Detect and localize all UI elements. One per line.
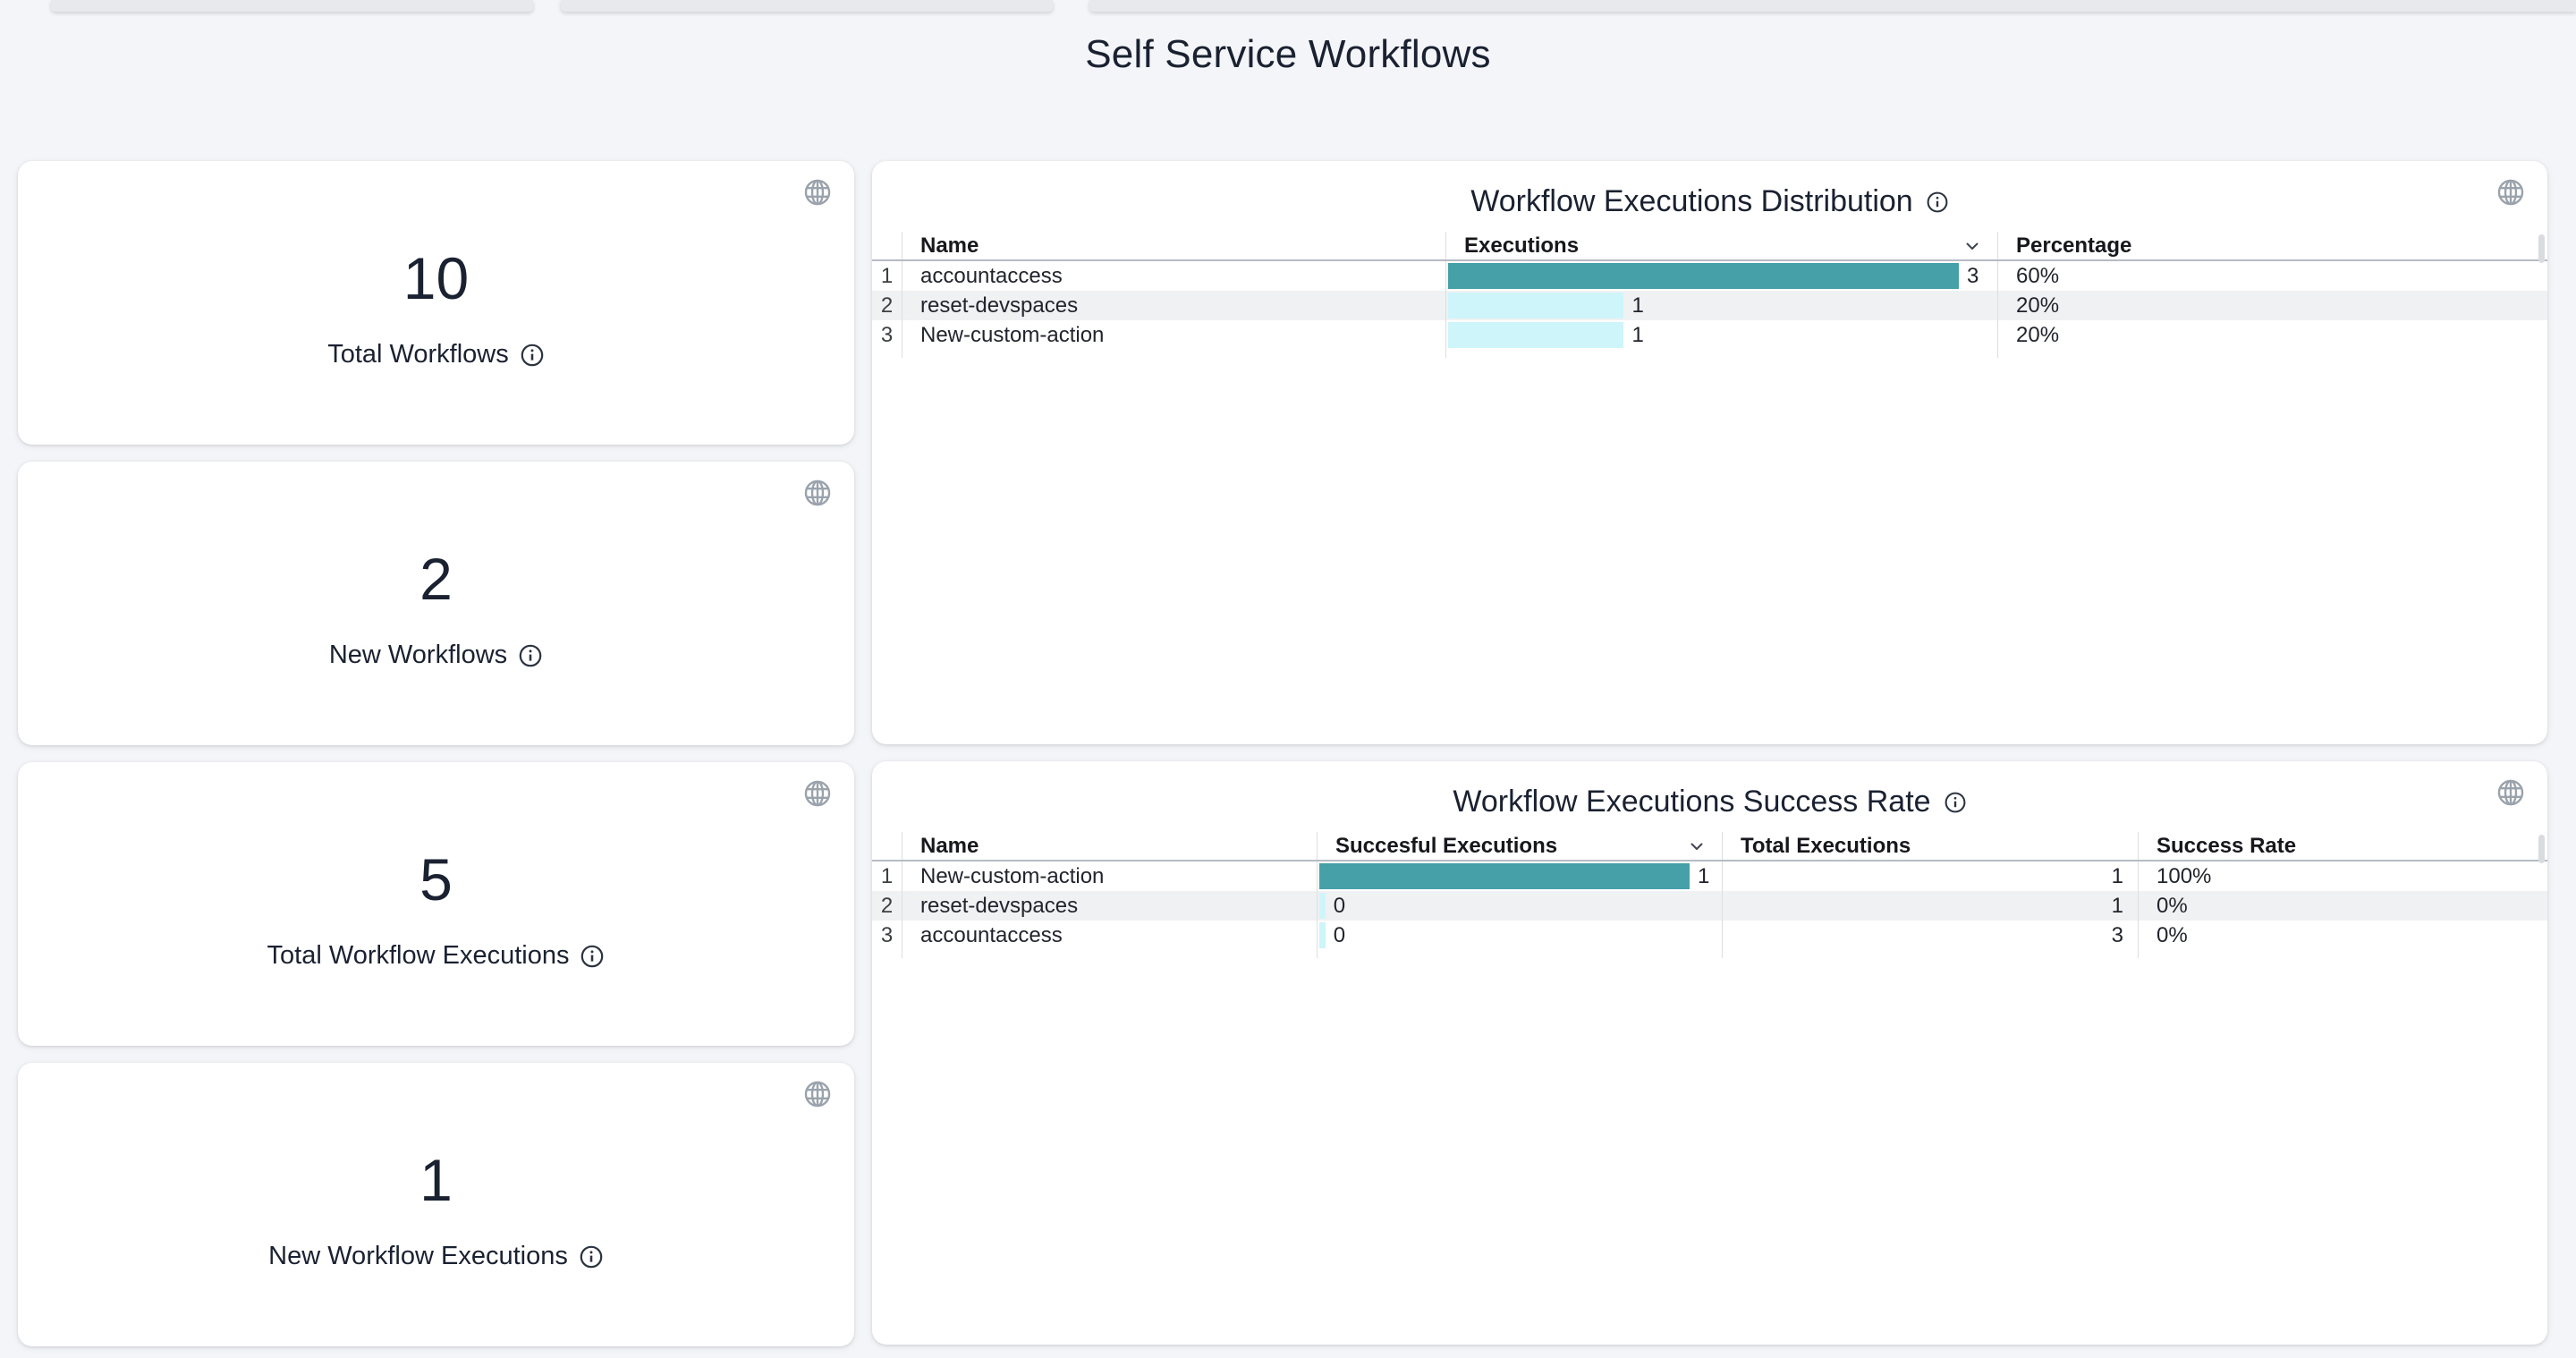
stats-column: 10 Total Workflows 2 New Workflows 5 Tot… (18, 161, 854, 1346)
info-icon[interactable] (518, 643, 543, 668)
workflow-executions-distribution-card: Workflow Executions Distribution Name Ex… (872, 161, 2547, 744)
stat-label: Total Workflows (327, 340, 509, 369)
bar-value: 1 (1698, 863, 1710, 888)
column-header-name[interactable]: Name (902, 232, 1445, 259)
success-rate-cell: 0% (2138, 921, 2547, 950)
stat-value: 1 (419, 1147, 453, 1213)
column-header-name[interactable]: Name (902, 832, 1317, 860)
percentage-cell: 60% (1997, 261, 2547, 291)
row-index: 3 (880, 322, 894, 347)
success-rate-cell: 0% (2138, 891, 2547, 921)
bar-value: 1 (1631, 293, 1644, 318)
table-row: 1 New-custom-action 1 1 100% (872, 861, 2547, 891)
scrollbar-thumb[interactable] (2538, 835, 2545, 863)
stat-value: 2 (419, 546, 453, 612)
cutoff-card-top (1089, 0, 2576, 12)
info-icon[interactable] (580, 944, 605, 969)
stat-card-total-workflows: 10 Total Workflows (18, 161, 854, 445)
successful-executions-bar-cell: 0 (1317, 921, 1722, 950)
tables-column: Workflow Executions Distribution Name Ex… (872, 161, 2547, 1346)
table-header-row: Name Executions Percentage (872, 232, 2547, 261)
column-header-success-rate[interactable]: Success Rate (2138, 832, 2547, 860)
globe-icon[interactable] (2496, 777, 2526, 812)
stat-value: 5 (419, 846, 453, 912)
column-header-executions[interactable]: Executions (1445, 232, 1997, 259)
bar (1319, 863, 1690, 889)
name-cell: accountaccess (902, 261, 1445, 291)
stat-card-total-workflow-executions: 5 Total Workflow Executions (18, 762, 854, 1046)
globe-icon[interactable] (802, 177, 833, 212)
row-index: 2 (880, 893, 894, 918)
column-header-successful-executions[interactable]: Succesful Executions (1317, 832, 1722, 860)
stat-label: New Workflow Executions (268, 1242, 568, 1270)
total-executions-cell: 1 (1722, 891, 2138, 921)
success-rate-table: Name Succesful Executions Total Executio… (872, 832, 2547, 958)
executions-bar-cell: 3 (1445, 261, 1997, 291)
globe-icon[interactable] (802, 1079, 833, 1114)
percentage-cell: 20% (1997, 291, 2547, 320)
page-title: Self Service Workflows (1085, 32, 1491, 76)
bar (1448, 263, 1960, 289)
column-header-index (872, 832, 902, 860)
chevron-down-icon[interactable] (1962, 235, 1983, 257)
executions-bar-cell: 1 (1445, 291, 1997, 320)
scrollbar-thumb[interactable] (2538, 234, 2545, 263)
cutoff-card-top (561, 0, 1053, 12)
stat-card-new-workflows: 2 New Workflows (18, 462, 854, 745)
info-icon[interactable] (520, 343, 545, 368)
row-index: 2 (880, 293, 894, 318)
name-cell: accountaccess (902, 921, 1317, 950)
bar (1319, 893, 1326, 919)
bar-value: 1 (1631, 322, 1644, 347)
stat-label: New Workflows (328, 641, 508, 669)
globe-icon[interactable] (802, 778, 833, 813)
name-cell: reset-devspaces (902, 891, 1317, 921)
total-executions-cell: 1 (1722, 861, 2138, 891)
row-index: 3 (880, 922, 894, 947)
cutoff-card-top (51, 0, 533, 12)
name-cell: New-custom-action (902, 320, 1445, 350)
table-header-row: Name Succesful Executions Total Executio… (872, 832, 2547, 861)
stat-value: 10 (402, 245, 470, 311)
percentage-cell: 20% (1997, 320, 2547, 350)
executions-distribution-table: Name Executions Percentage 1 accountacce… (872, 232, 2547, 358)
row-index: 1 (880, 263, 894, 288)
bar (1448, 322, 1624, 348)
card-title: Workflow Executions Distribution (1470, 184, 1913, 218)
table-row: 2 reset-devspaces 0 1 0% (872, 891, 2547, 921)
table-footer-spacer (872, 350, 2547, 358)
globe-icon[interactable] (802, 478, 833, 513)
name-cell: reset-devspaces (902, 291, 1445, 320)
table-row: 1 accountaccess 3 60% (872, 261, 2547, 291)
stat-label: Total Workflow Executions (267, 941, 570, 970)
bar-value: 3 (1967, 263, 1979, 288)
bar (1319, 922, 1326, 948)
bar-value: 0 (1333, 922, 1346, 947)
dashboard-grid: 10 Total Workflows 2 New Workflows 5 Tot… (18, 161, 2547, 1346)
executions-bar-cell: 1 (1445, 320, 1997, 350)
column-header-index (872, 232, 902, 259)
successful-executions-bar-cell: 1 (1317, 861, 1722, 891)
table-row: 3 New-custom-action 1 20% (872, 320, 2547, 350)
workflow-executions-success-rate-card: Workflow Executions Success Rate Name Su… (872, 761, 2547, 1345)
card-title: Workflow Executions Success Rate (1453, 785, 1931, 819)
column-header-total-executions[interactable]: Total Executions (1722, 832, 2138, 860)
bar (1448, 293, 1624, 318)
table-footer-spacer (872, 950, 2547, 958)
successful-executions-bar-cell: 0 (1317, 891, 1722, 921)
table-row: 3 accountaccess 0 3 0% (872, 921, 2547, 950)
globe-icon[interactable] (2496, 177, 2526, 212)
table-row: 2 reset-devspaces 1 20% (872, 291, 2547, 320)
bar-value: 0 (1333, 893, 1346, 918)
info-icon[interactable] (1926, 191, 1949, 214)
stat-card-new-workflow-executions: 1 New Workflow Executions (18, 1063, 854, 1346)
success-rate-cell: 100% (2138, 861, 2547, 891)
name-cell: New-custom-action (902, 861, 1317, 891)
chevron-down-icon[interactable] (1686, 836, 1707, 857)
info-icon[interactable] (1944, 791, 1967, 814)
info-icon[interactable] (579, 1244, 604, 1269)
row-index: 1 (880, 863, 894, 888)
total-executions-cell: 3 (1722, 921, 2138, 950)
column-header-percentage[interactable]: Percentage (1997, 232, 2547, 259)
